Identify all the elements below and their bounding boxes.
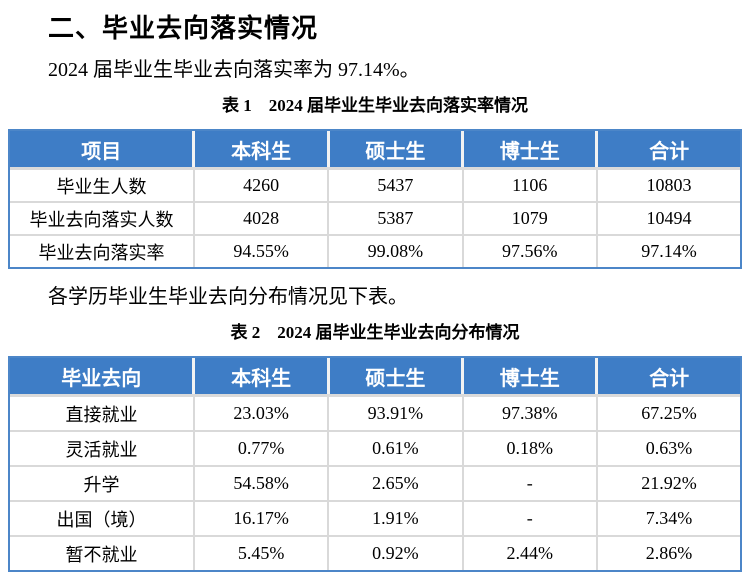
value-cell: 54.58% — [192, 465, 330, 502]
table2-header-master: 硕士生 — [328, 358, 465, 397]
table1-header-total: 合计 — [596, 131, 740, 170]
value-cell: 4028 — [192, 201, 330, 236]
table1-employment-rate: 项目 本科生 硕士生 博士生 合计 毕业生人数 4260 5437 1106 1… — [8, 129, 742, 269]
row-label-cell: 毕业去向落实率 — [10, 234, 195, 267]
table-row: 灵活就业 0.77% 0.61% 0.18% 0.63% — [10, 430, 740, 467]
value-cell: 97.56% — [461, 234, 598, 267]
table1-caption: 表 1 2024 届毕业生毕业去向落实率情况 — [222, 96, 528, 115]
distribution-paragraph: 各学历毕业生毕业去向分布情况见下表。 — [48, 286, 408, 308]
table2-header-total: 合计 — [596, 358, 740, 397]
row-label-cell: 出国（境） — [10, 500, 195, 537]
value-cell: 67.25% — [595, 394, 740, 432]
row-label-cell: 直接就业 — [10, 394, 195, 432]
value-cell: 2.44% — [461, 535, 598, 570]
table1-header-undergrad: 本科生 — [193, 131, 330, 170]
value-cell: 5437 — [327, 167, 464, 203]
value-cell: 10803 — [595, 167, 740, 203]
value-cell: 97.38% — [461, 394, 598, 432]
value-cell: 10494 — [595, 201, 740, 236]
table-row: 毕业生人数 4260 5437 1106 10803 — [10, 167, 740, 203]
value-cell: - — [461, 500, 598, 537]
value-cell: 99.08% — [327, 234, 464, 267]
value-cell: 1106 — [461, 167, 598, 203]
value-cell: 2.86% — [595, 535, 740, 570]
row-label-cell: 灵活就业 — [10, 430, 195, 467]
row-label-cell: 毕业去向落实人数 — [10, 201, 195, 236]
value-cell: 4260 — [192, 167, 330, 203]
table2-header-undergrad: 本科生 — [193, 358, 330, 397]
value-cell: 16.17% — [192, 500, 330, 537]
value-cell: 0.61% — [327, 430, 464, 467]
summary-paragraph: 2024 届毕业生毕业去向落实率为 97.14%。 — [48, 59, 420, 81]
table-row: 出国（境） 16.17% 1.91% - 7.34% — [10, 500, 740, 537]
table-row: 升学 54.58% 2.65% - 21.92% — [10, 465, 740, 502]
value-cell: 93.91% — [327, 394, 464, 432]
value-cell: 5.45% — [192, 535, 330, 570]
value-cell: 2.65% — [327, 465, 464, 502]
value-cell: 0.18% — [461, 430, 598, 467]
table1-header-item: 项目 — [10, 131, 196, 170]
value-cell: 7.34% — [595, 500, 740, 537]
table2-header-destination: 毕业去向 — [10, 358, 196, 397]
table-row: 毕业去向落实人数 4028 5387 1079 10494 — [10, 201, 740, 236]
value-cell: 0.63% — [595, 430, 740, 467]
value-cell: 94.55% — [192, 234, 330, 267]
row-label-cell: 暂不就业 — [10, 535, 195, 570]
table2-header-doctor: 博士生 — [462, 358, 599, 397]
value-cell: 0.92% — [327, 535, 464, 570]
value-cell: - — [461, 465, 598, 502]
table1-header-master: 硕士生 — [328, 131, 465, 170]
row-label-cell: 毕业生人数 — [10, 167, 195, 203]
table2-header-row: 毕业去向 本科生 硕士生 博士生 合计 — [10, 358, 740, 397]
table-row: 直接就业 23.03% 93.91% 97.38% 67.25% — [10, 394, 740, 432]
value-cell: 5387 — [327, 201, 464, 236]
table1-header-doctor: 博士生 — [462, 131, 599, 170]
value-cell: 1079 — [461, 201, 598, 236]
value-cell: 0.77% — [192, 430, 330, 467]
value-cell: 97.14% — [595, 234, 740, 267]
table2-destination-distribution: 毕业去向 本科生 硕士生 博士生 合计 直接就业 23.03% 93.91% 9… — [8, 356, 742, 572]
value-cell: 21.92% — [595, 465, 740, 502]
page-title: 二、毕业去向落实情况 — [48, 13, 319, 43]
value-cell: 23.03% — [192, 394, 330, 432]
value-cell: 1.91% — [327, 500, 464, 537]
table2-caption: 表 2 2024 届毕业生毕业去向分布情况 — [230, 323, 520, 342]
row-label-cell: 升学 — [10, 465, 195, 502]
table1-header-row: 项目 本科生 硕士生 博士生 合计 — [10, 131, 740, 170]
table-row: 毕业去向落实率 94.55% 99.08% 97.56% 97.14% — [10, 234, 740, 267]
table-row: 暂不就业 5.45% 0.92% 2.44% 2.86% — [10, 535, 740, 570]
